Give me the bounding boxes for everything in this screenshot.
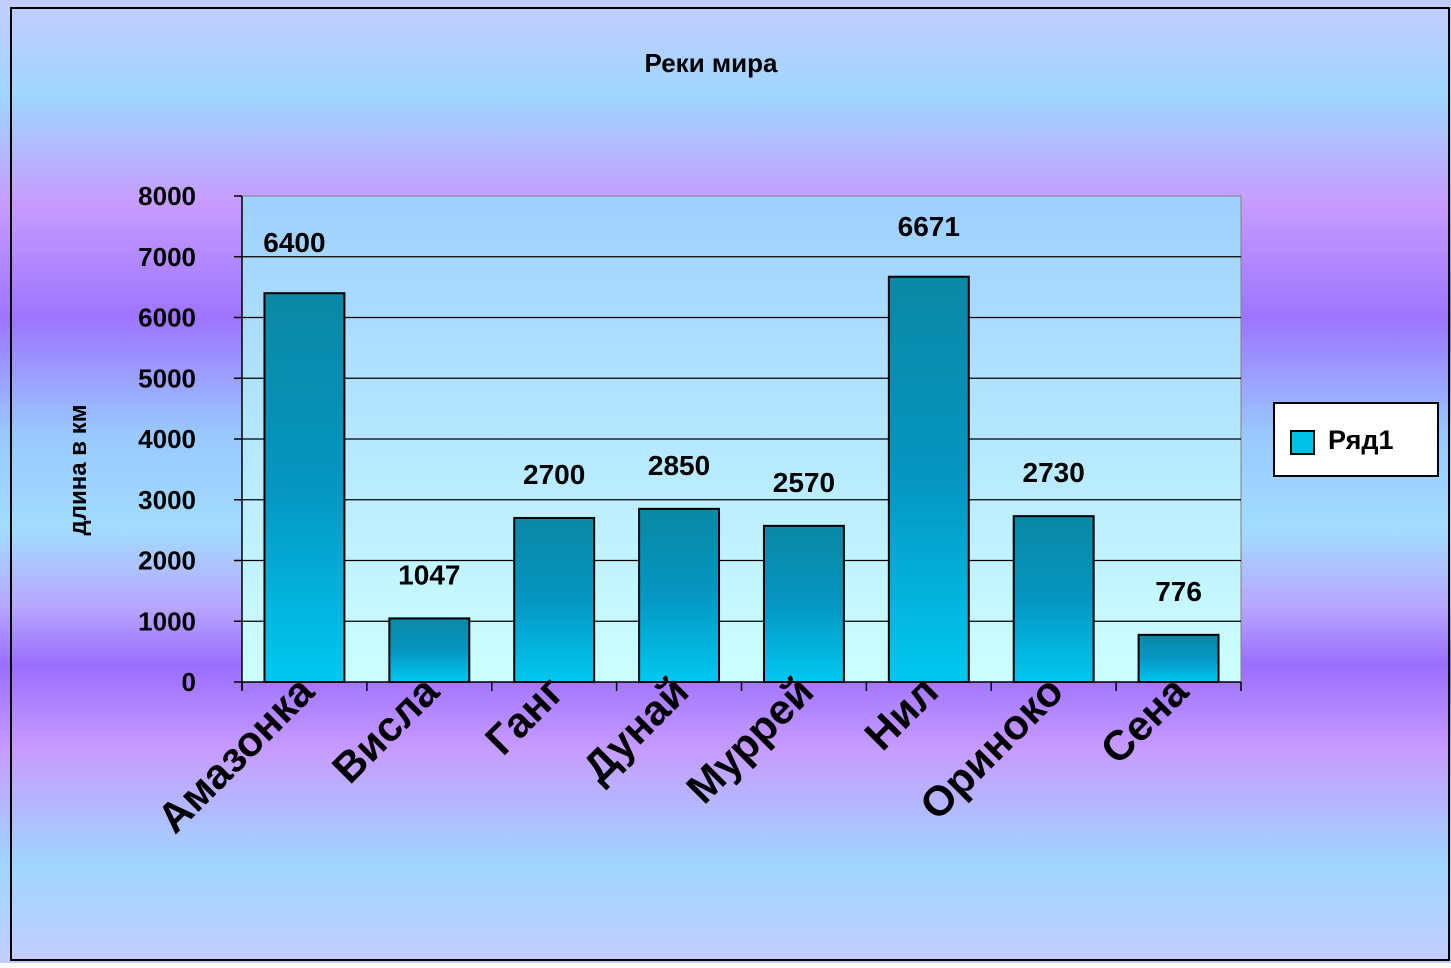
axes [234, 195, 1242, 691]
y-tick-labels: 0 1000 2000 3000 4000 5000 6000 7000 8000 [138, 181, 196, 697]
chart-border [10, 7, 1450, 961]
legend-swatch [1290, 430, 1315, 455]
data-label: 6671 [898, 211, 960, 242]
y-tick-label: 6000 [138, 303, 196, 333]
bar-8 [1137, 633, 1220, 683]
grid-lines [242, 256, 1241, 622]
chart-title: Реки мира [645, 48, 778, 78]
data-label: 2700 [523, 459, 585, 490]
data-label: 1047 [398, 559, 460, 590]
y-tick-label: 7000 [138, 242, 196, 272]
y-tick-label: 5000 [138, 363, 196, 393]
data-label: 2730 [1023, 457, 1085, 488]
bar-6 [887, 275, 970, 683]
data-labels: 6400 1047 2700 2850 2570 6671 2730 776 [263, 211, 1202, 607]
data-label: 2850 [648, 450, 710, 481]
data-label: 6400 [263, 227, 325, 258]
y-tick-label: 4000 [138, 424, 196, 454]
bar-4 [638, 507, 721, 683]
legend: Ряд1 [1273, 402, 1439, 477]
data-label: 776 [1155, 576, 1202, 607]
legend-label: Ряд1 [1328, 425, 1394, 455]
bar-5 [762, 524, 845, 683]
y-axis-label: длина в км [65, 405, 92, 536]
y-tick-label: 1000 [138, 606, 196, 636]
y-tick-label: 0 [182, 667, 196, 697]
bars [263, 275, 1220, 684]
y-tick-label: 3000 [138, 485, 196, 515]
y-tick-label: 8000 [138, 181, 196, 211]
bar-3 [513, 516, 596, 683]
bar-2 [388, 617, 471, 684]
bar-7 [1012, 515, 1095, 684]
data-label: 2570 [773, 467, 835, 498]
y-tick-label: 2000 [138, 546, 196, 576]
bar-1 [263, 292, 346, 683]
